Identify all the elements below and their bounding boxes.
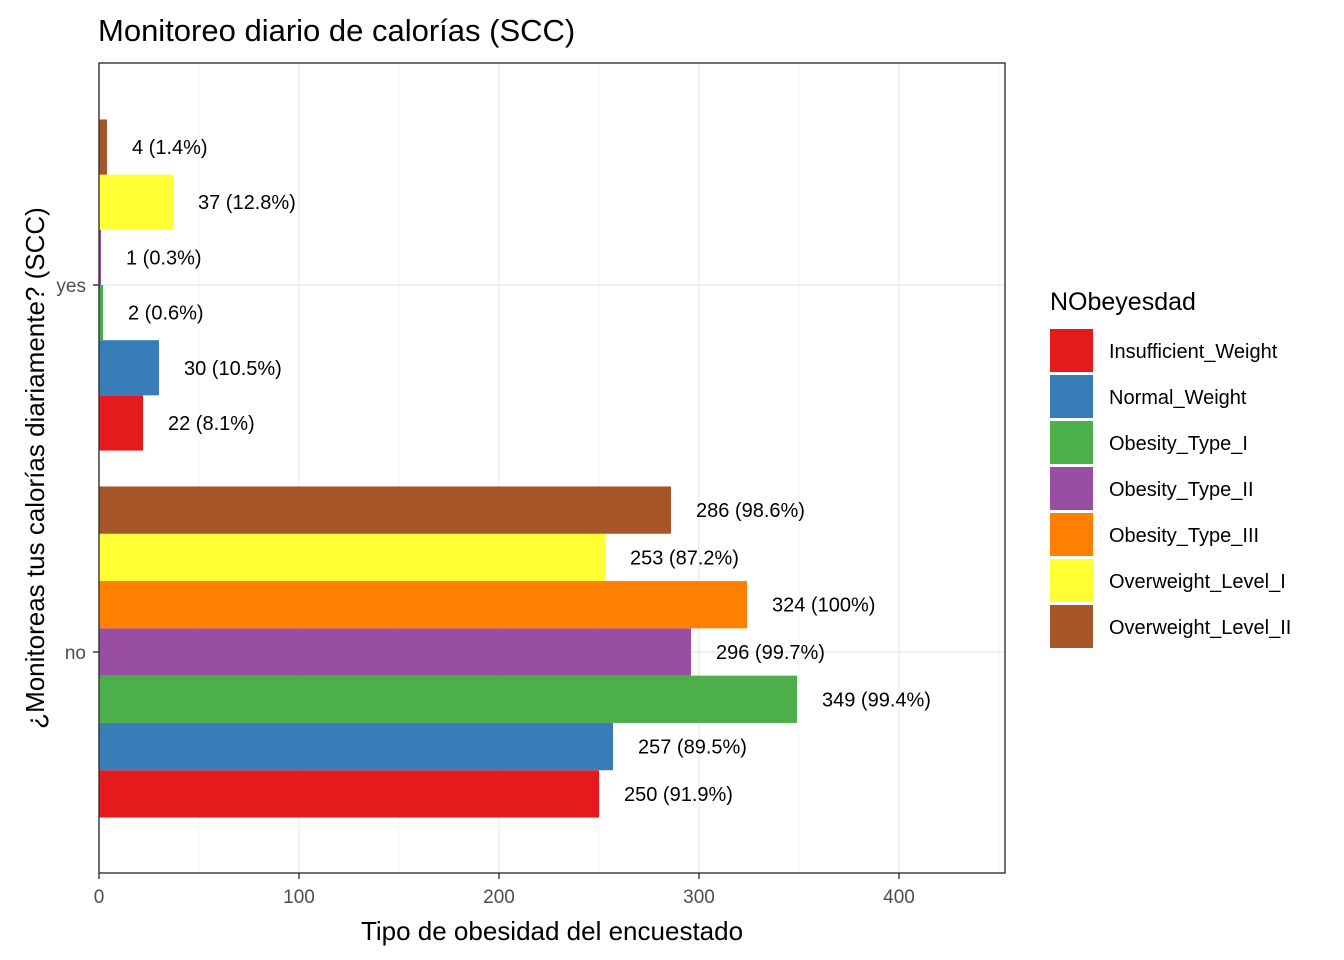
data-label-no-normal_weight: 257 (89.5%) <box>638 737 747 759</box>
bars-layer <box>99 119 797 818</box>
bar-no-overweight_level_ii <box>99 486 671 534</box>
data-label-yes-overweight_level_i: 37 (12.8%) <box>198 192 296 214</box>
x-axis-title: Tipo de obesidad del encuestado <box>361 916 743 946</box>
plot-border <box>98 62 1006 874</box>
x-axis: 0 100 200 300 400 <box>94 873 915 908</box>
bar-yes-obesity_type_ii <box>99 229 101 285</box>
bar-no-obesity_type_ii <box>99 628 691 676</box>
y-tick-label-yes: yes <box>56 276 86 297</box>
data-label-no-obesity_type_ii: 296 (99.7%) <box>716 642 825 664</box>
x-tick-label: 400 <box>883 887 915 908</box>
data-label-yes-normal_weight: 30 (10.5%) <box>184 358 282 380</box>
x-tick-label: 200 <box>483 887 515 908</box>
legend-label-insufficient_weight: Insufficient_Weight <box>1109 341 1278 363</box>
legend-label-obesity_type_i: Obesity_Type_I <box>1109 433 1248 455</box>
legend-label-overweight_level_ii: Overweight_Level_II <box>1109 617 1291 639</box>
x-tick-label: 0 <box>94 887 105 908</box>
legend-label-obesity_type_iii: Obesity_Type_III <box>1109 525 1259 547</box>
data-label-no-obesity_type_i: 349 (99.4%) <box>822 689 931 711</box>
data-labels-layer: 250 (91.9%) 257 (89.5%) 349 (99.4%) 296 (99… <box>126 137 931 806</box>
data-label-no-obesity_type_iii: 324 (100%) <box>772 595 875 617</box>
legend-key-overweight_level_i <box>1050 559 1093 602</box>
bar-no-obesity_type_iii <box>99 581 747 629</box>
legend-key-overweight_level_ii <box>1050 605 1093 648</box>
legend-key-obesity_type_i <box>1050 421 1093 464</box>
data-label-no-overweight_level_ii: 286 (98.6%) <box>696 500 805 522</box>
legend-key-obesity_type_iii <box>1050 513 1093 556</box>
y-tick-label-no: no <box>65 643 86 664</box>
y-axis-title: ¿Monitoreas tus calorías diariamente? (S… <box>20 207 50 729</box>
bar-yes-obesity_type_i <box>99 285 103 341</box>
x-tick-label: 300 <box>683 887 715 908</box>
bar-no-insufficient_weight <box>99 770 599 818</box>
legend-label-overweight_level_i: Overweight_Level_I <box>1109 571 1286 593</box>
legend-key-insufficient_weight <box>1050 329 1093 372</box>
panel-border <box>98 62 1006 874</box>
x-tick-label: 100 <box>283 887 315 908</box>
y-axis: no yes <box>56 276 99 664</box>
chart-title: Monitoreo diario de calorías (SCC) <box>98 13 575 48</box>
legend: NObeyesdad Insufficient_Weight Normal_Wei… <box>1050 288 1291 648</box>
bar-no-normal_weight <box>99 722 613 771</box>
legend-label-normal_weight: Normal_Weight <box>1109 387 1247 409</box>
bar-yes-normal_weight <box>99 340 159 396</box>
bar-no-overweight_level_i <box>99 533 605 582</box>
data-label-yes-overweight_level_ii: 4 (1.4%) <box>132 137 208 159</box>
data-label-yes-obesity_type_i: 2 (0.6%) <box>128 303 204 325</box>
data-label-no-insufficient_weight: 250 (91.9%) <box>624 784 733 806</box>
legend-label-obesity_type_ii: Obesity_Type_II <box>1109 479 1254 501</box>
legend-key-normal_weight <box>1050 375 1093 418</box>
bar-yes-overweight_level_i <box>99 174 173 230</box>
legend-title: NObeyesdad <box>1050 288 1196 316</box>
data-label-yes-obesity_type_ii: 1 (0.3%) <box>126 247 202 269</box>
bar-yes-insufficient_weight <box>99 395 143 451</box>
bar-no-obesity_type_i <box>99 675 797 723</box>
legend-key-obesity_type_ii <box>1050 467 1093 510</box>
bar-yes-overweight_level_ii <box>99 119 107 175</box>
data-label-yes-insufficient_weight: 22 (8.1%) <box>168 413 255 435</box>
data-label-no-overweight_level_i: 253 (87.2%) <box>630 547 739 569</box>
